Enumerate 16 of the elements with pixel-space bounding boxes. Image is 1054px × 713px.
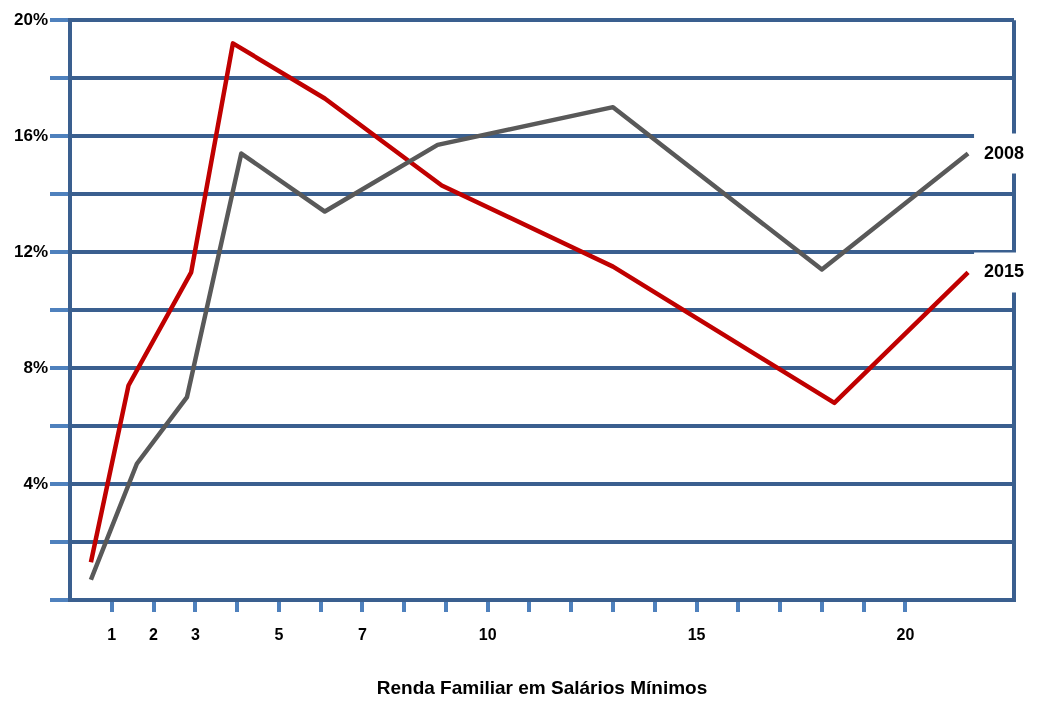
y-tick-label: 20% bbox=[13, 9, 49, 29]
x-axis-title: Renda Familiar em Salários Mínimos bbox=[376, 676, 708, 698]
x-tick-label: 1 bbox=[107, 626, 117, 644]
x-tick-label: 2 bbox=[149, 626, 159, 644]
y-tick-label: 4% bbox=[23, 473, 49, 493]
y-tick-label: 16% bbox=[13, 125, 49, 145]
series-label: 2008 bbox=[984, 142, 1025, 163]
y-tick-label: 8% bbox=[23, 357, 49, 377]
x-tick-label: 5 bbox=[274, 626, 284, 644]
x-tick-label: 10 bbox=[478, 626, 497, 644]
series-label: 2015 bbox=[984, 261, 1025, 282]
x-tick-label: 20 bbox=[896, 626, 915, 644]
y-tick-label: 12% bbox=[13, 241, 49, 261]
x-tick-label: 3 bbox=[190, 626, 200, 644]
x-tick-label: 7 bbox=[357, 626, 367, 644]
x-tick-label: 15 bbox=[687, 626, 706, 644]
